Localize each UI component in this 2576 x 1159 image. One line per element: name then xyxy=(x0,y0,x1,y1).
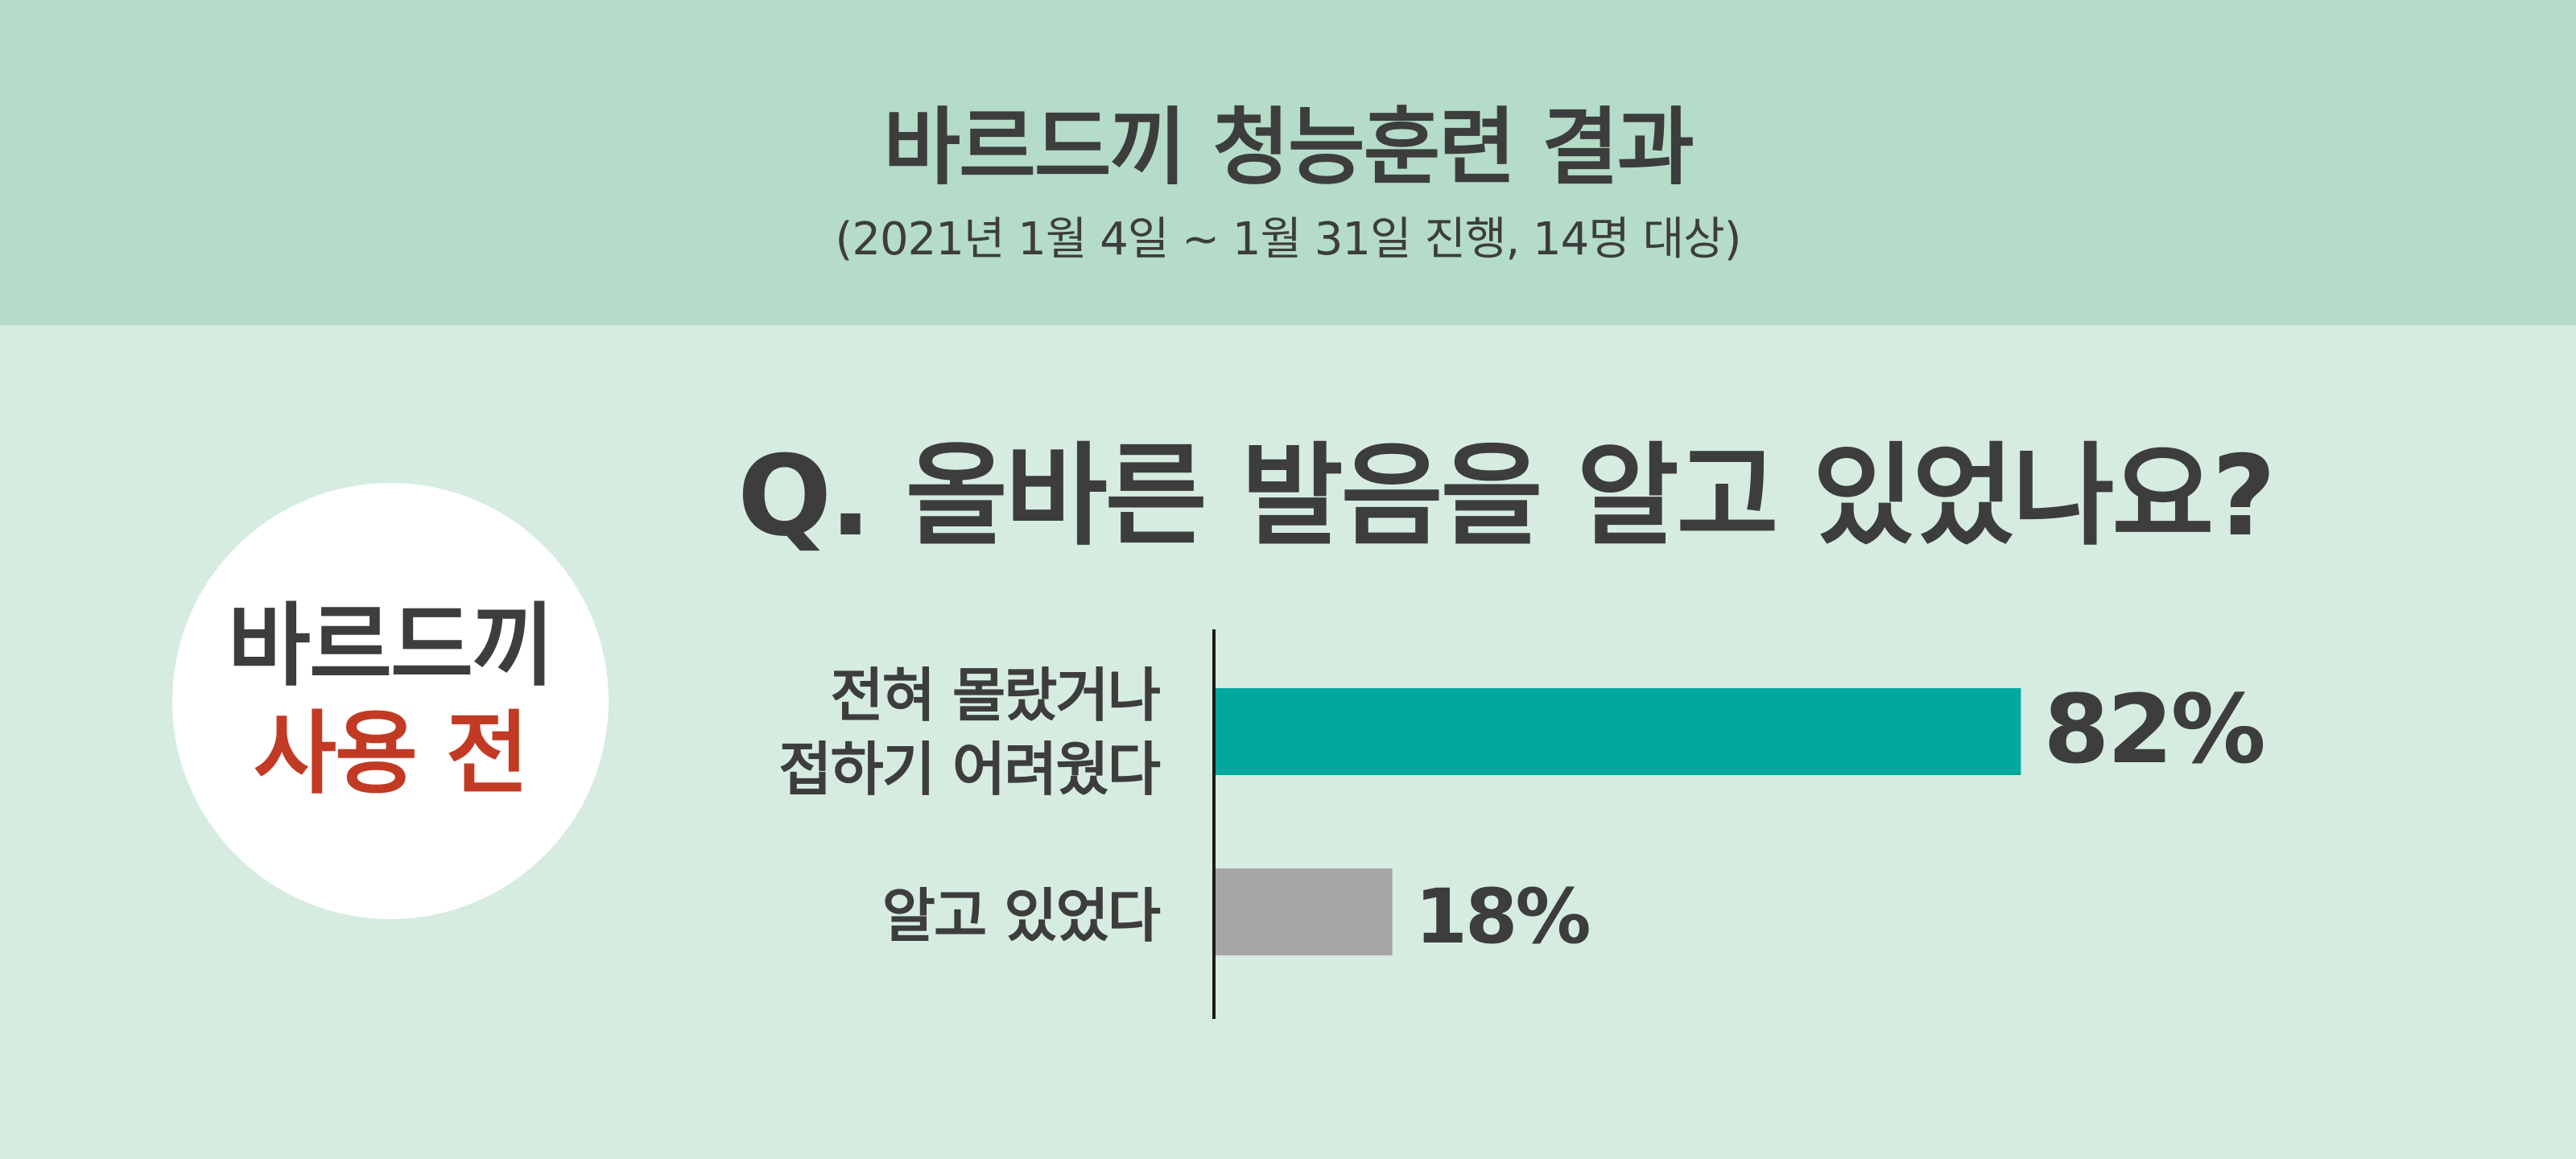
value-label-aware: 18% xyxy=(1415,873,1590,961)
value-label-unaware: 82% xyxy=(2043,674,2263,785)
bar-aware xyxy=(1216,868,1393,955)
bar-unaware xyxy=(1216,688,2021,775)
